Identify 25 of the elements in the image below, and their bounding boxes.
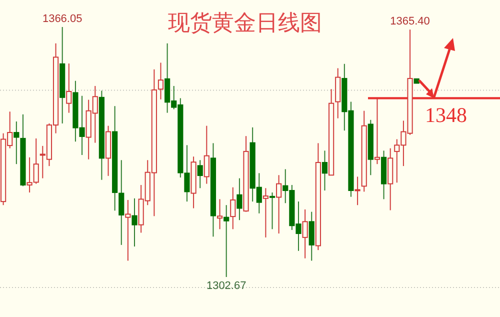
- candlestick: [224, 204, 230, 278]
- candlestick: [132, 198, 138, 248]
- candlestick: [66, 62, 72, 114]
- candlestick: [230, 186, 236, 230]
- candlestick: [262, 188, 268, 238]
- candlestick: [236, 178, 242, 221]
- candlestick: [216, 198, 223, 230]
- candlestick: [269, 192, 276, 230]
- candlestick: [125, 199, 131, 262]
- candlestick: [158, 62, 164, 100]
- annotation: 1365.40: [390, 16, 430, 28]
- ref-line-label: 1348: [425, 103, 467, 128]
- annotation: 1302.67: [206, 280, 246, 292]
- annotation: 1366.05: [42, 13, 82, 25]
- candlestick: [14, 120, 20, 165]
- candlestick: [276, 174, 282, 234]
- candlestick: [302, 208, 308, 259]
- candlestick: [204, 125, 210, 184]
- candlestick: [322, 150, 328, 191]
- candlestick: [354, 176, 360, 206]
- candlestick: [118, 160, 124, 246]
- candlestick: [197, 160, 203, 189]
- chart-title: 现货黄金日线图: [168, 11, 322, 36]
- candlestick: [374, 97, 380, 165]
- candlestick: [308, 211, 314, 262]
